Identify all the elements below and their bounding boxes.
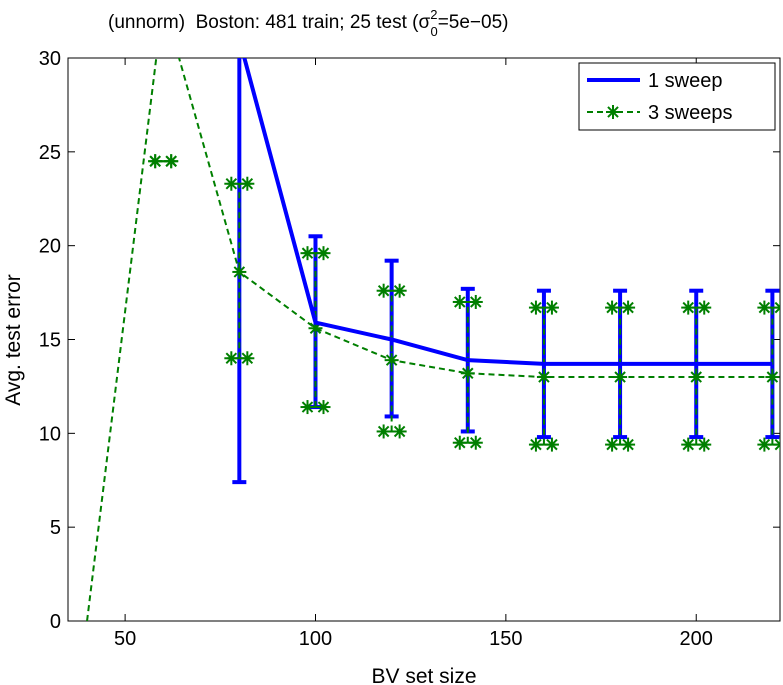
errorbar-marker-3-sweeps	[757, 437, 772, 452]
errorbar-marker-3-sweeps	[681, 300, 696, 315]
errorbar-marker-3-sweeps	[392, 424, 407, 439]
errorbar-marker-3-sweeps	[528, 437, 543, 452]
x-tick-label: 150	[489, 628, 522, 650]
errorbar-marker-3-sweeps	[773, 437, 780, 452]
data-point-3-sweeps	[460, 366, 475, 381]
data-point-3-sweeps	[765, 370, 780, 385]
plot-area	[67, 57, 781, 622]
y-tick-label: 30	[39, 48, 61, 70]
data-point-3-sweeps	[156, 0, 170, 9]
errorbar-marker-3-sweeps	[240, 351, 255, 366]
y-tick-label: 5	[50, 517, 61, 539]
legend-label-1-sweep: 1 sweep	[648, 70, 723, 92]
y-tick-label: 10	[39, 423, 61, 445]
plot-series	[86, 0, 780, 621]
y-axis-label: Avg. test error	[2, 274, 25, 406]
errorbar-marker-3-sweeps	[773, 300, 780, 315]
errorbar-marker-3-sweeps	[300, 246, 315, 261]
data-point-3-sweeps	[232, 264, 247, 279]
data-point-3-sweeps	[613, 370, 628, 385]
errorbar-marker-3-sweeps	[544, 300, 559, 315]
x-tick-label: 50	[114, 628, 136, 650]
errorbar-marker-3-sweeps	[468, 435, 483, 450]
errorbar-marker-3-sweeps	[316, 246, 331, 261]
errorbar-marker-3-sweeps	[392, 283, 407, 298]
legend-label-3-sweeps: 3 sweeps	[648, 102, 733, 124]
errorbar-marker-3-sweeps	[148, 154, 163, 169]
errorbar-marker-3-sweeps	[316, 400, 331, 415]
errorbar-marker-3-sweeps	[757, 300, 772, 315]
y-tick-label: 15	[39, 330, 61, 352]
errorbar-marker-3-sweeps	[224, 176, 239, 191]
errorbar-marker-3-sweeps	[300, 400, 315, 415]
errorbar-marker-3-sweeps	[697, 437, 712, 452]
errorbar-marker-3-sweeps	[605, 437, 620, 452]
axis-ticks: 50 100 150 200 0 5 10 15 20 25 30	[39, 48, 780, 650]
y-tick-label: 0	[50, 611, 61, 633]
legend-marker-star	[606, 105, 620, 119]
data-point-3-sweeps	[384, 353, 399, 368]
legend: 1 sweep 3 sweeps	[578, 62, 776, 131]
x-tick-label: 100	[299, 628, 332, 650]
data-point-3-sweeps	[536, 370, 551, 385]
errorbar-marker-3-sweeps	[681, 437, 696, 452]
y-tick-label: 20	[39, 236, 61, 258]
errorbar-marker-3-sweeps	[164, 154, 179, 169]
data-point-3-sweeps	[689, 370, 704, 385]
errorbar-marker-3-sweeps	[240, 176, 255, 191]
legend-marker-3-sweeps	[606, 105, 620, 119]
errorbar-marker-3-sweeps	[544, 437, 559, 452]
y-tick-label: 25	[39, 142, 61, 164]
x-axis-label: BV set size	[371, 665, 476, 685]
x-tick-label: 200	[680, 628, 713, 650]
series-line-3-sweeps	[86, 58, 773, 621]
errorbar-marker-3-sweeps	[605, 300, 620, 315]
errorbar-marker-3-sweeps	[376, 283, 391, 298]
errorbar-marker-3-sweeps	[224, 351, 239, 366]
series-line-1-sweep	[242, 58, 773, 366]
errorbar-marker-3-sweeps	[468, 294, 483, 309]
errorbar-marker-3-sweeps	[697, 300, 712, 315]
errorbar-marker-3-sweeps	[452, 294, 467, 309]
chart-title: (unnorm) Boston: 481 train; 25 test (σ2 0…	[108, 7, 509, 39]
legend-box	[578, 62, 776, 131]
errorbar-marker-3-sweeps	[621, 300, 636, 315]
errorbar-marker-3-sweeps	[621, 437, 636, 452]
errorbar-marker-3-sweeps	[528, 300, 543, 315]
errorbar-marker-3-sweeps	[452, 435, 467, 450]
errorbar-marker-3-sweeps	[376, 424, 391, 439]
